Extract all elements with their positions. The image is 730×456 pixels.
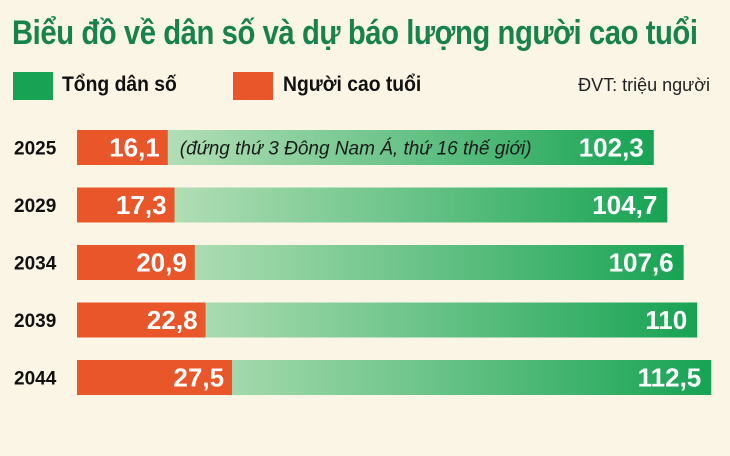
data-label-elderly: 17,3 — [116, 190, 167, 220]
bar-row-2034: 2034 20,9 107,6 — [14, 245, 684, 280]
legend-swatch-elderly — [233, 72, 273, 100]
bar-elderly — [77, 245, 195, 280]
legend-label-total: Tổng dân số — [62, 73, 177, 96]
bar-total — [77, 130, 654, 165]
bar-row-2029: 2029 17,3 104,7 — [14, 187, 668, 223]
data-label-total: 102,3 — [579, 133, 644, 163]
category-label: 2044 — [14, 369, 57, 390]
data-label-total: 107,6 — [609, 248, 674, 278]
bar-elderly — [77, 187, 175, 223]
data-label-total: 110 — [645, 305, 687, 335]
annotation: (đứng thứ 3 Đông Nam Á, thứ 16 thế giới) — [180, 139, 532, 160]
data-label-elderly: 16,1 — [109, 133, 160, 163]
legend-swatch-total — [13, 72, 53, 100]
bar-elderly — [77, 130, 168, 165]
data-label-total: 112,5 — [638, 363, 702, 393]
bar-total — [77, 187, 668, 223]
category-label: 2025 — [14, 139, 57, 160]
category-label: 2039 — [14, 311, 56, 332]
category-label: 2034 — [14, 254, 57, 275]
unit-label: ĐVT: triệu người — [578, 75, 710, 95]
data-label-total: 104,7 — [592, 190, 657, 220]
bar-row-2039: 2039 22,8 110 — [14, 302, 698, 338]
category-label: 2029 — [14, 196, 56, 217]
data-label-elderly: 20,9 — [136, 248, 187, 278]
data-label-elderly: 22,8 — [147, 305, 198, 335]
bar-elderly — [77, 360, 233, 395]
chart-title: Biểu đồ về dân số và dự báo lượng người … — [12, 14, 698, 52]
bar-elderly — [77, 302, 206, 338]
data-label-elderly: 27,5 — [173, 363, 224, 393]
bar-row-2044: 2044 27,5 112,5 — [14, 360, 712, 395]
legend-label-elderly: Người cao tuổi — [283, 73, 422, 96]
bar-row-2025: 2025 16,1 102,3 (đứng thứ 3 Đông Nam Á, thứ… — [14, 130, 654, 165]
